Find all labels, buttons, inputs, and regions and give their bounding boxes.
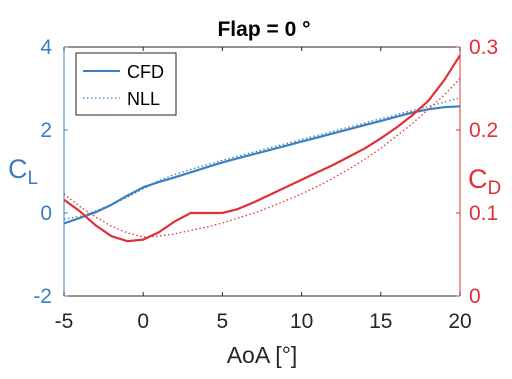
x-axis-label: AoA [°]	[227, 342, 298, 368]
x-tick-label: 10	[290, 310, 313, 333]
y-axis-label-right: CD	[468, 164, 501, 199]
legend: CFD NLL	[75, 52, 177, 116]
legend-label-cfd: CFD	[127, 62, 164, 82]
axes-layer	[63, 46, 461, 297]
y-axis-label-left-sub: L	[28, 168, 39, 189]
y-right-tick-label: 0	[469, 285, 481, 308]
y-axis-label-left-main: C	[8, 154, 28, 184]
y-axis-label-right-sub: D	[488, 178, 502, 199]
x-tick-label: 15	[369, 310, 392, 333]
x-tick-label: -5	[55, 310, 74, 333]
y-right-tick-label: 0.1	[469, 202, 498, 225]
series-nll-cd	[63, 78, 461, 238]
y-axis-label-left: CL	[8, 154, 38, 189]
chart-title: Flap = 0 °	[217, 18, 310, 41]
y-left-tick-label: 4	[40, 36, 52, 59]
series-layer	[63, 54, 461, 243]
y-left-tick-label: -2	[33, 285, 52, 308]
series-cfd-cd	[63, 54, 461, 243]
x-tick-label: 0	[137, 310, 149, 333]
y-axis-label-right-main: C	[468, 164, 488, 194]
x-tick-label: 5	[217, 310, 229, 333]
y-left-tick-label: 2	[40, 119, 52, 142]
legend-label-nll: NLL	[127, 89, 160, 109]
y-right-tick-label: 0.2	[469, 119, 498, 142]
x-tick-label: 20	[448, 310, 471, 333]
y-left-tick-label: 0	[40, 202, 52, 225]
legend-box	[75, 52, 177, 116]
ticks-layer: -5 0 5 10 15 20 -2 0 2 4 0 0.1 0.2 0.3	[33, 36, 498, 333]
series-cfd-cl	[63, 105, 461, 225]
y-right-tick-label: 0.3	[469, 36, 498, 59]
